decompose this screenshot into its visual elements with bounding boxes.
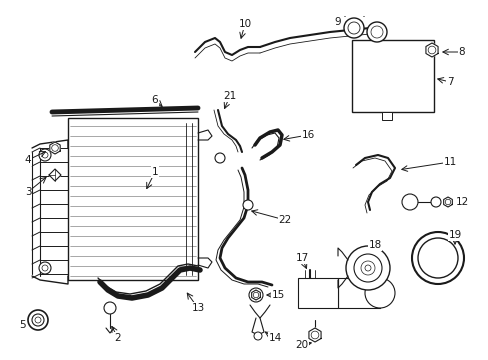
Circle shape	[445, 199, 450, 205]
Circle shape	[346, 246, 389, 290]
Circle shape	[360, 261, 374, 275]
Circle shape	[364, 265, 370, 271]
Circle shape	[251, 291, 260, 299]
Polygon shape	[50, 142, 60, 154]
Polygon shape	[425, 43, 437, 57]
Circle shape	[243, 200, 252, 210]
Text: 10: 10	[238, 19, 251, 29]
Text: 17: 17	[295, 253, 308, 263]
Text: 19: 19	[447, 230, 461, 240]
Text: 5: 5	[19, 320, 25, 330]
Circle shape	[28, 310, 48, 330]
Text: 13: 13	[191, 303, 204, 313]
Text: 22: 22	[278, 215, 291, 225]
Text: 11: 11	[443, 157, 456, 167]
Text: 12: 12	[454, 197, 468, 207]
Circle shape	[215, 153, 224, 163]
Bar	[351, 40, 433, 112]
Circle shape	[364, 278, 394, 308]
Text: 8: 8	[458, 47, 465, 57]
Text: 9: 9	[334, 17, 341, 27]
Circle shape	[370, 26, 382, 38]
Circle shape	[430, 197, 440, 207]
Circle shape	[401, 194, 417, 210]
Text: 2: 2	[115, 333, 121, 343]
Text: 18: 18	[367, 240, 381, 250]
Bar	[381, 112, 391, 120]
Text: 20: 20	[295, 340, 308, 350]
Text: 7: 7	[446, 77, 452, 87]
Text: 1: 1	[151, 167, 158, 177]
Text: 15: 15	[271, 290, 284, 300]
Circle shape	[310, 331, 318, 339]
Circle shape	[353, 254, 381, 282]
Circle shape	[39, 262, 51, 274]
Circle shape	[417, 238, 457, 278]
Text: 21: 21	[223, 91, 236, 101]
Text: 3: 3	[24, 187, 31, 197]
Circle shape	[52, 145, 58, 151]
Circle shape	[42, 265, 48, 271]
Circle shape	[411, 232, 463, 284]
Circle shape	[253, 292, 258, 298]
Polygon shape	[443, 197, 451, 207]
Circle shape	[104, 302, 116, 314]
Polygon shape	[251, 290, 260, 300]
Circle shape	[248, 288, 263, 302]
Circle shape	[343, 18, 363, 38]
Polygon shape	[49, 169, 61, 181]
Polygon shape	[308, 328, 321, 342]
Text: 16: 16	[301, 130, 314, 140]
Circle shape	[427, 46, 435, 54]
Circle shape	[347, 22, 359, 34]
Circle shape	[253, 332, 262, 340]
Circle shape	[366, 22, 386, 42]
Bar	[68, 118, 198, 280]
Text: 14: 14	[268, 333, 281, 343]
Text: 4: 4	[24, 155, 31, 165]
Text: 6: 6	[151, 95, 158, 105]
Bar	[297, 278, 337, 308]
Circle shape	[42, 152, 48, 158]
Circle shape	[32, 314, 44, 326]
Circle shape	[35, 317, 41, 323]
Circle shape	[39, 149, 51, 161]
